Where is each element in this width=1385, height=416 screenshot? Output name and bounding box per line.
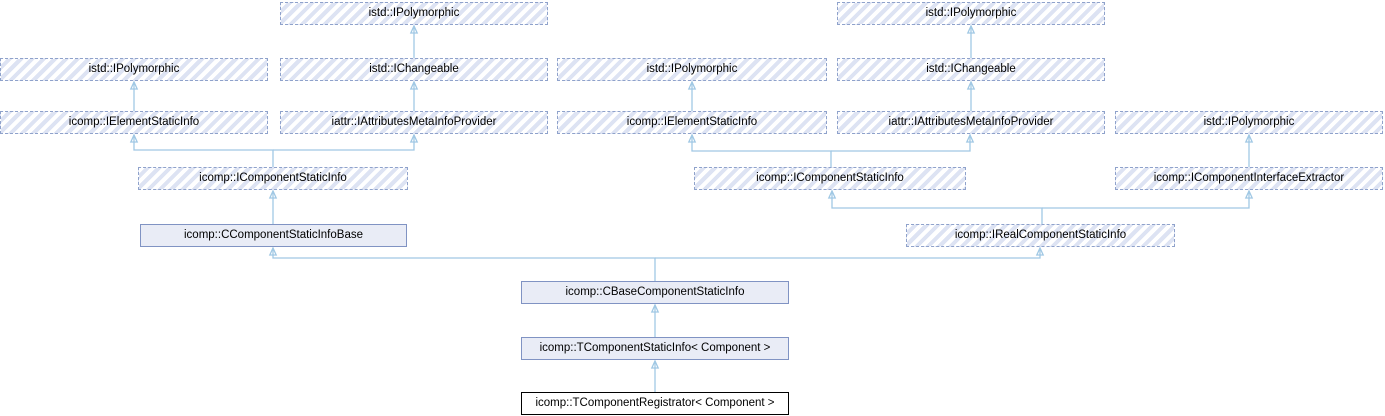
edge-cbasecomponentstaticinfo-to-ccomponentstaticinfobase — [273, 248, 656, 281]
class-label: istd::IPolymorphic — [88, 62, 180, 75]
edge-icomponentstaticinfo-mid-to-iattributes-d — [831, 135, 970, 152]
class-node-istd-ipolymorphic-b1[interactable]: istd::IPolymorphic — [280, 2, 548, 25]
edge-irealcomponentstaticinfo-to-icomponentstaticinfo-mid — [832, 191, 1043, 224]
class-label: icomp::CComponentStaticInfoBase — [184, 228, 363, 241]
edge-group — [134, 26, 1249, 392]
class-label: icomp::IElementStaticInfo — [68, 115, 200, 128]
class-label: istd::IPolymorphic — [368, 6, 460, 19]
class-label: icomp::IComponentStaticInfo — [756, 171, 904, 184]
class-node-istd-ipolymorphic-c[interactable]: istd::IPolymorphic — [557, 58, 827, 81]
class-label: iattr::IAttributesMetaInfoProvider — [331, 115, 497, 128]
edge-cbasecomponentstaticinfo-to-irealcomponentstaticinfo — [655, 248, 1040, 259]
class-label: istd::IPolymorphic — [646, 62, 738, 75]
class-node-icomp-icomponentstaticinfo-left[interactable]: icomp::IComponentStaticInfo — [138, 167, 408, 190]
class-label: istd::IPolymorphic — [1203, 115, 1295, 128]
edge-icomponentstaticinfo-left-to-ielementstaticinfo-a — [134, 135, 274, 167]
class-node-icomp-cbasecomponentstaticinfo[interactable]: icomp::CBaseComponentStaticInfo — [521, 281, 789, 304]
class-label: icomp::TComponentRegistrator< Component … — [535, 396, 775, 409]
class-label: icomp::IComponentStaticInfo — [199, 171, 347, 184]
class-label: icomp::IElementStaticInfo — [626, 115, 758, 128]
class-node-icomp-icomponentinterfaceextractor[interactable]: icomp::IComponentInterfaceExtractor — [1115, 167, 1383, 190]
class-node-istd-ichangeable-d[interactable]: istd::IChangeable — [837, 58, 1105, 81]
edge-icomponentstaticinfo-left-to-iattributes-b — [273, 135, 414, 151]
class-label: icomp::TComponentStaticInfo< Component > — [539, 341, 771, 354]
class-label: istd::IChangeable — [926, 62, 1016, 75]
class-node-istd-ichangeable-b[interactable]: istd::IChangeable — [280, 58, 548, 81]
class-node-icomp-ielementstaticinfo-a[interactable]: icomp::IElementStaticInfo — [0, 111, 268, 134]
edge-icomponentstaticinfo-mid-to-ielementstaticinfo-c — [692, 135, 832, 167]
class-label: iattr::IAttributesMetaInfoProvider — [888, 115, 1054, 128]
class-node-icomp-ielementstaticinfo-c[interactable]: icomp::IElementStaticInfo — [557, 111, 827, 134]
class-label: icomp::CBaseComponentStaticInfo — [565, 285, 745, 298]
edge-irealcomponentstaticinfo-to-icomponentinterfaceextractor — [1042, 191, 1249, 209]
class-node-istd-ipolymorphic-d1[interactable]: istd::IPolymorphic — [837, 2, 1105, 25]
class-node-iattr-iattributesmetainfoprovider-d[interactable]: iattr::IAttributesMetaInfoProvider — [837, 111, 1105, 134]
class-label: icomp::IComponentInterfaceExtractor — [1153, 171, 1345, 184]
class-label: istd::IChangeable — [369, 62, 459, 75]
class-node-istd-ipolymorphic-e[interactable]: istd::IPolymorphic — [1115, 111, 1383, 134]
class-node-icomp-tcomponentstaticinfo[interactable]: icomp::TComponentStaticInfo< Component > — [521, 337, 789, 360]
class-node-istd-ipolymorphic-a[interactable]: istd::IPolymorphic — [0, 58, 268, 81]
class-node-icomp-ccomponentstaticinfobase[interactable]: icomp::CComponentStaticInfoBase — [140, 224, 407, 247]
class-node-icomp-icomponentstaticinfo-mid[interactable]: icomp::IComponentStaticInfo — [694, 167, 966, 190]
class-label: icomp::IRealComponentStaticInfo — [954, 228, 1127, 241]
class-node-icomp-irealcomponentstaticinfo[interactable]: icomp::IRealComponentStaticInfo — [906, 224, 1175, 247]
class-label: istd::IPolymorphic — [925, 6, 1017, 19]
class-node-iattr-iattributesmetainfoprovider-b[interactable]: iattr::IAttributesMetaInfoProvider — [280, 111, 548, 134]
class-node-icomp-tcomponentregistrator: icomp::TComponentRegistrator< Component … — [521, 392, 789, 415]
